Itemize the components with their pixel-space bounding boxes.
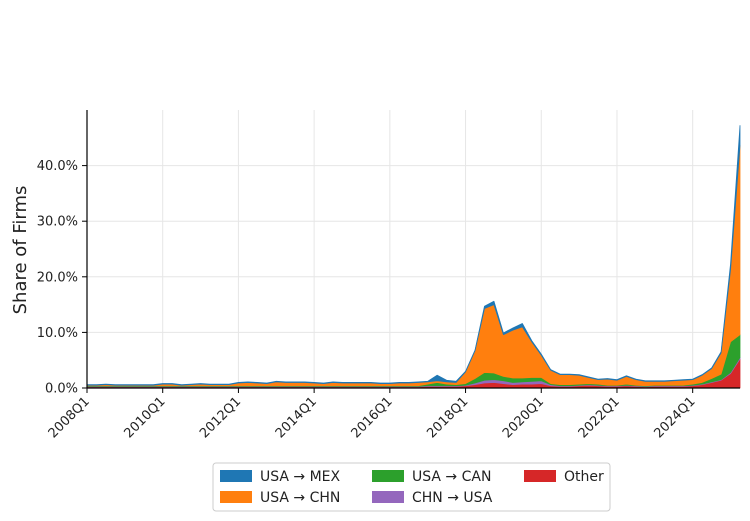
x-tick-label: 2024Q1 xyxy=(651,394,698,441)
x-tick-label: 2008Q1 xyxy=(46,394,93,441)
y-axis-label: Share of Firms xyxy=(10,186,31,315)
y-tick-label: 40.0% xyxy=(37,159,78,174)
area-usa-chn xyxy=(86,145,741,387)
area-series xyxy=(86,125,741,389)
legend-swatch-usa-chn xyxy=(220,491,252,503)
y-tick-label: 20.0% xyxy=(37,270,78,285)
legend-swatch-usa-mex xyxy=(220,470,252,482)
legend-swatch-chn-usa xyxy=(372,491,404,503)
legend-box xyxy=(212,462,611,512)
grid-lines xyxy=(86,110,740,389)
y-ticks: 0.0% 10.0% 20.0% 30.0% 40.0% xyxy=(37,159,87,397)
x-tick-label: 2016Q1 xyxy=(349,394,396,441)
y-tick-label: 30.0% xyxy=(37,215,78,230)
legend-label-other: Other xyxy=(564,469,604,485)
x-tick-label: 2014Q1 xyxy=(273,394,320,441)
area-usa-can xyxy=(86,334,741,387)
area-usa-mex xyxy=(86,125,741,386)
axes xyxy=(86,110,740,389)
legend-label-usa-mex: USA → MEX xyxy=(260,469,341,485)
legend-swatch-other xyxy=(524,470,556,482)
y-tick-label: 10.0% xyxy=(37,326,78,341)
x-tick-label: 2022Q1 xyxy=(576,394,623,441)
x-tick-label: 2020Q1 xyxy=(500,394,547,441)
legend-label-chn-usa: CHN → USA xyxy=(412,490,493,506)
legend: USA → MEX USA → CHN USA → CAN CHN → USA Othe… xyxy=(212,462,611,512)
x-tick-label: 2010Q1 xyxy=(121,394,168,441)
y-tick-label: 0.0% xyxy=(45,382,78,397)
x-tick-label: 2018Q1 xyxy=(424,394,471,441)
x-ticks: 2008Q1 2010Q1 2012Q1 2014Q1 2016Q1 2018Q1 2020… xyxy=(46,388,699,441)
legend-swatch-usa-can xyxy=(372,470,404,482)
x-tick-label: 2012Q1 xyxy=(197,394,244,441)
legend-label-usa-can: USA → CAN xyxy=(412,469,491,485)
legend-label-usa-chn: USA → CHN xyxy=(260,490,340,506)
